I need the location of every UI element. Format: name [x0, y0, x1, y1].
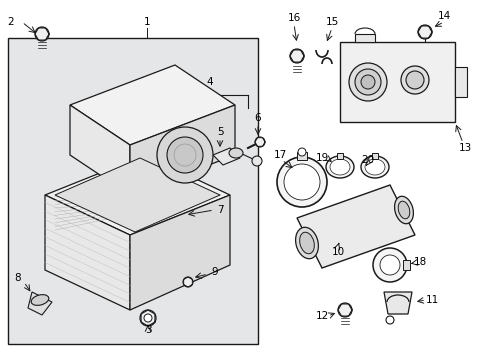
Text: 3: 3 [144, 325, 151, 335]
Polygon shape [70, 65, 235, 145]
Text: 18: 18 [412, 257, 426, 267]
Polygon shape [336, 153, 342, 159]
Text: 4: 4 [206, 77, 213, 87]
Polygon shape [28, 292, 52, 315]
Circle shape [157, 127, 213, 183]
Circle shape [183, 277, 193, 287]
Text: 13: 13 [457, 143, 470, 153]
Ellipse shape [405, 71, 423, 89]
Circle shape [254, 137, 264, 147]
Text: 6: 6 [254, 113, 261, 123]
Text: 12: 12 [315, 311, 328, 321]
Polygon shape [454, 67, 466, 97]
Text: 17: 17 [273, 150, 286, 160]
Polygon shape [45, 155, 229, 235]
Ellipse shape [31, 294, 49, 305]
Ellipse shape [325, 156, 353, 178]
Text: 14: 14 [436, 11, 450, 21]
Text: 15: 15 [325, 17, 338, 27]
Ellipse shape [394, 196, 412, 224]
Polygon shape [45, 195, 130, 310]
Circle shape [35, 27, 49, 41]
Ellipse shape [360, 156, 388, 178]
Ellipse shape [364, 159, 384, 175]
Text: 16: 16 [287, 13, 300, 23]
Polygon shape [130, 105, 235, 195]
Text: 8: 8 [15, 273, 21, 283]
Polygon shape [371, 153, 377, 159]
Ellipse shape [397, 201, 409, 219]
Polygon shape [296, 152, 306, 160]
Ellipse shape [295, 227, 318, 259]
Ellipse shape [354, 69, 380, 95]
Text: 19: 19 [315, 153, 328, 163]
Circle shape [417, 25, 431, 39]
Polygon shape [130, 195, 229, 310]
Text: 1: 1 [143, 17, 150, 27]
Ellipse shape [228, 148, 243, 158]
Ellipse shape [348, 63, 386, 101]
Text: 11: 11 [425, 295, 438, 305]
Ellipse shape [299, 232, 314, 254]
Circle shape [372, 248, 406, 282]
Text: 5: 5 [216, 127, 223, 137]
Polygon shape [402, 260, 409, 270]
Circle shape [297, 148, 305, 156]
Circle shape [143, 314, 152, 322]
Polygon shape [354, 34, 374, 42]
Circle shape [284, 164, 319, 200]
Polygon shape [8, 38, 258, 344]
Polygon shape [296, 185, 414, 268]
Text: 20: 20 [361, 155, 374, 165]
Ellipse shape [400, 66, 428, 94]
Text: 7: 7 [216, 205, 223, 215]
Circle shape [337, 303, 351, 317]
Circle shape [289, 49, 304, 63]
Circle shape [276, 157, 326, 207]
Text: 2: 2 [8, 17, 14, 27]
Circle shape [140, 310, 156, 326]
Circle shape [251, 156, 262, 166]
Circle shape [379, 255, 399, 275]
Polygon shape [383, 292, 411, 314]
Polygon shape [339, 42, 454, 122]
Polygon shape [213, 148, 240, 165]
Polygon shape [55, 158, 220, 232]
Ellipse shape [329, 159, 349, 175]
Ellipse shape [360, 75, 374, 89]
Polygon shape [70, 105, 130, 195]
Text: 10: 10 [331, 247, 344, 257]
Circle shape [385, 316, 393, 324]
Text: 9: 9 [211, 267, 218, 277]
Circle shape [167, 137, 203, 173]
